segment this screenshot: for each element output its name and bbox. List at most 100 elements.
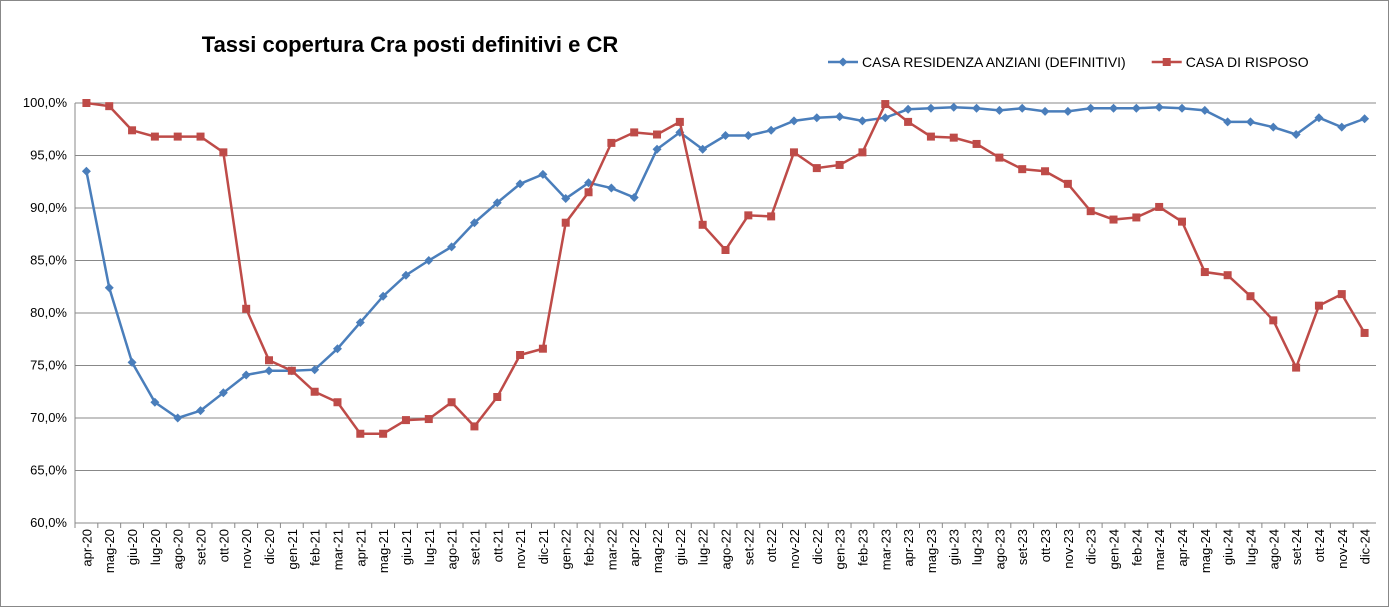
point: [378, 291, 388, 301]
point: [1040, 106, 1050, 116]
point: [858, 148, 867, 157]
point: [173, 132, 182, 141]
x-tick-label: dic-20: [262, 529, 277, 564]
point: [1177, 103, 1187, 113]
x-tick-label: lug-24: [1243, 529, 1258, 565]
point: [1041, 167, 1050, 176]
point: [516, 351, 525, 359]
point: [515, 179, 525, 189]
x-tick-label: nov-22: [787, 529, 802, 569]
x-tick-label: apr-22: [627, 529, 642, 567]
point: [218, 388, 228, 398]
y-tick-label: 80,0%: [30, 305, 67, 320]
x-tick-label: apr-21: [353, 529, 368, 567]
point: [994, 105, 1004, 115]
point: [1155, 202, 1164, 211]
point: [310, 387, 319, 396]
point: [493, 393, 502, 401]
x-tick-label: mar-24: [1152, 529, 1167, 570]
point: [1223, 271, 1232, 280]
point: [219, 148, 228, 157]
point: [332, 344, 342, 354]
x-tick-label: gen-24: [1107, 529, 1122, 569]
point: [766, 125, 776, 135]
legend-marker: [1162, 58, 1171, 66]
point: [1200, 268, 1209, 277]
x-tick-label: dic-21: [536, 529, 551, 564]
point: [675, 117, 684, 126]
point: [264, 366, 274, 376]
point: [949, 102, 959, 112]
point: [606, 183, 616, 193]
point: [1360, 328, 1369, 337]
x-tick-label: nov-23: [1061, 529, 1076, 569]
x-tick-label: ott-21: [490, 529, 505, 562]
point: [1246, 292, 1255, 301]
x-tick-label: ago-22: [719, 529, 734, 569]
x-tick-label: ago-21: [445, 529, 460, 569]
point: [721, 131, 730, 141]
point: [1018, 165, 1027, 174]
x-tick-label: giu-22: [673, 529, 688, 565]
point: [333, 398, 342, 407]
x-tick-label: ott-22: [764, 529, 779, 562]
x-tick-label: dic-24: [1358, 529, 1373, 564]
point: [287, 366, 296, 375]
y-tick-label: 75,0%: [30, 358, 67, 373]
y-tick-label: 70,0%: [30, 410, 67, 425]
point: [1063, 106, 1073, 116]
point: [926, 103, 936, 113]
x-tick-label: set-21: [467, 529, 482, 565]
point: [1200, 105, 1210, 115]
point: [1268, 122, 1278, 132]
point: [356, 429, 365, 438]
x-tick-label: nov-21: [513, 529, 528, 569]
x-tick-label: mar-22: [604, 529, 619, 570]
point: [265, 356, 274, 365]
y-tick-label: 60,0%: [30, 515, 67, 530]
point: [241, 370, 251, 380]
legend-marker: [838, 57, 848, 67]
point: [538, 344, 547, 353]
point: [150, 132, 159, 141]
point: [105, 102, 114, 111]
x-tick-label: ott-20: [216, 529, 231, 562]
point: [196, 132, 205, 141]
point: [1132, 213, 1141, 222]
point: [1017, 103, 1027, 113]
point: [812, 113, 822, 123]
point: [127, 357, 137, 367]
point: [104, 283, 114, 293]
point: [196, 406, 206, 416]
point: [1154, 102, 1164, 112]
point: [379, 429, 388, 438]
x-tick-label: lug-22: [696, 529, 711, 565]
point: [355, 317, 365, 327]
x-tick-label: mag-20: [102, 529, 117, 573]
point: [561, 194, 571, 204]
point: [972, 103, 982, 113]
point: [880, 113, 890, 123]
point: [972, 139, 981, 148]
x-tick-label: ago-20: [171, 529, 186, 569]
point: [242, 304, 251, 313]
point: [881, 100, 890, 109]
point: [1314, 301, 1323, 310]
x-tick-label: dic-22: [810, 529, 825, 564]
point: [629, 193, 639, 202]
point: [1223, 117, 1233, 127]
y-tick-label: 90,0%: [30, 200, 67, 215]
x-tick-label: giu-20: [125, 529, 140, 565]
x-tick-label: mar-21: [330, 529, 345, 570]
point: [949, 133, 958, 142]
x-tick-label: apr-24: [1175, 529, 1190, 567]
point: [447, 242, 457, 252]
point: [789, 148, 798, 157]
point: [1109, 215, 1118, 224]
point: [1063, 179, 1072, 188]
x-tick-label: set-24: [1289, 529, 1304, 565]
point: [630, 128, 639, 137]
point: [698, 220, 707, 229]
point: [1086, 207, 1095, 216]
